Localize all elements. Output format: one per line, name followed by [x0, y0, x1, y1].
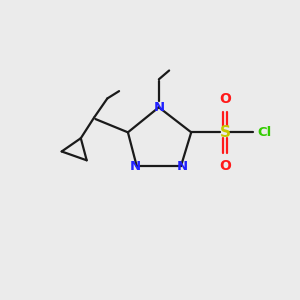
- Text: N: N: [153, 101, 164, 114]
- Text: N: N: [177, 160, 188, 173]
- Text: O: O: [219, 92, 231, 106]
- Text: Cl: Cl: [257, 126, 272, 139]
- Text: S: S: [220, 125, 231, 140]
- Text: O: O: [219, 159, 231, 173]
- Text: N: N: [130, 160, 141, 173]
